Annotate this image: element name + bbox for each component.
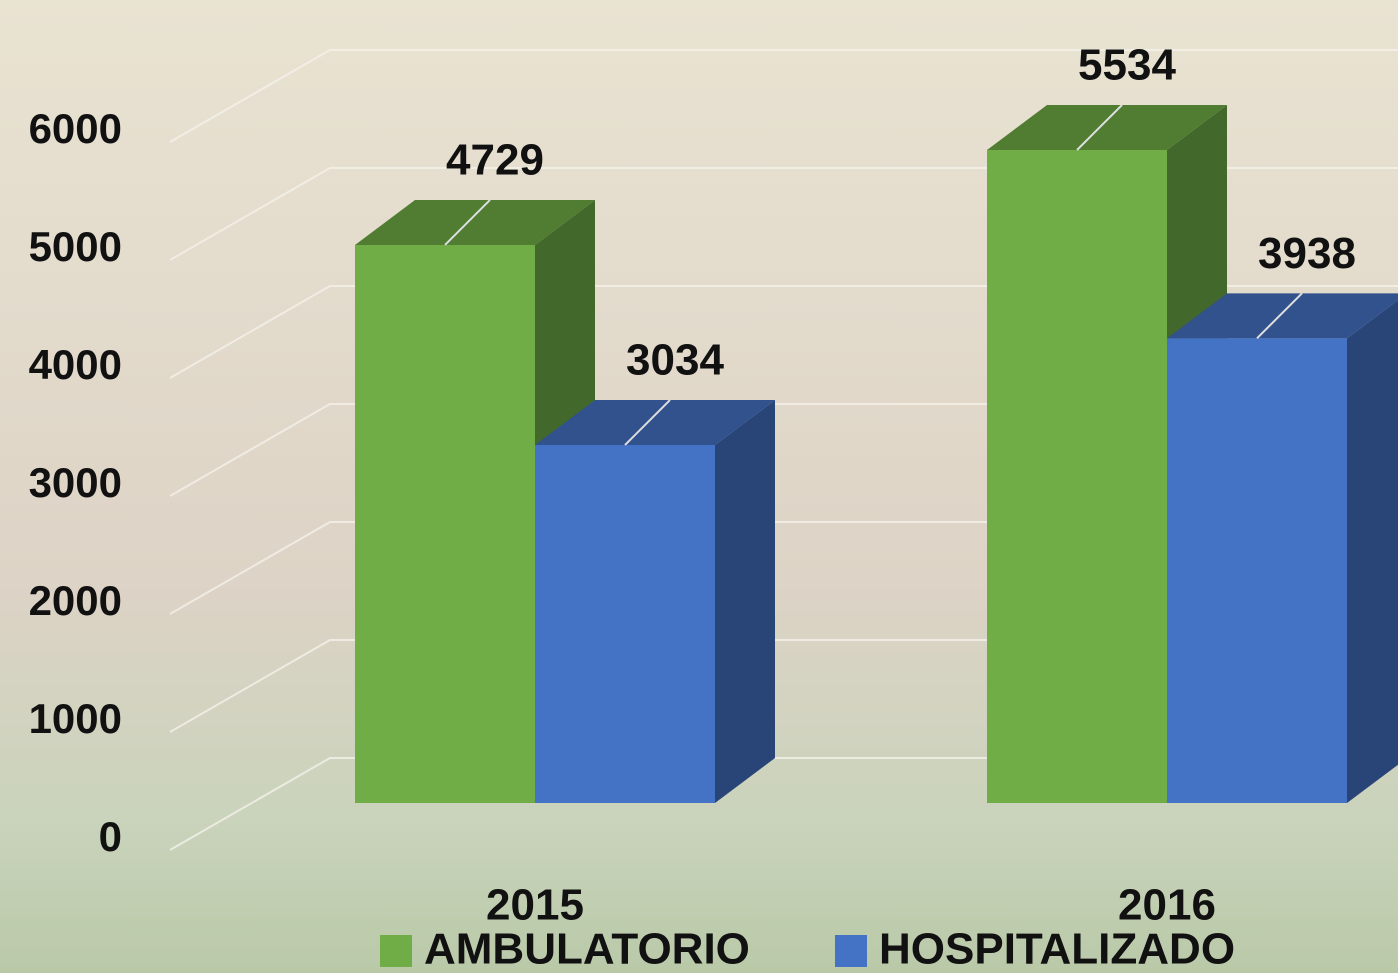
legend-swatch: [835, 935, 867, 967]
data-label: 4729: [446, 136, 544, 185]
bar: [1167, 338, 1347, 803]
legend-label: AMBULATORIO: [424, 925, 750, 973]
y-tick-label: 3000: [29, 459, 122, 506]
bar: [355, 244, 535, 803]
bar-top: [355, 199, 595, 245]
bar-side: [1347, 300, 1398, 803]
bar-side: [715, 399, 775, 803]
leader-line: [624, 399, 671, 446]
x-tick-label: 2015: [486, 881, 584, 930]
y-tick-label: 5000: [29, 223, 122, 270]
x-tick-label: 2016: [1118, 881, 1216, 930]
leader-line: [444, 199, 491, 246]
y-tick-label: 4000: [29, 341, 122, 388]
leader-line: [1256, 292, 1303, 340]
data-label: 3034: [626, 336, 724, 385]
data-label: 3938: [1258, 229, 1356, 278]
y-tick-label: 1000: [29, 695, 122, 742]
data-label: 5534: [1078, 41, 1176, 90]
y-tick-label: 6000: [29, 105, 122, 152]
bar-top: [987, 104, 1227, 150]
bar-top: [535, 399, 775, 445]
grid-line: [169, 49, 1398, 143]
bar-top: [1167, 293, 1398, 339]
leader-line: [1076, 104, 1123, 151]
y-tick-label: 2000: [29, 577, 122, 624]
bar: [535, 444, 715, 803]
legend-swatch: [380, 935, 412, 967]
bar: [987, 149, 1167, 803]
legend-label: HOSPITALIZADO: [879, 925, 1235, 973]
y-tick-label: 0: [99, 813, 122, 860]
